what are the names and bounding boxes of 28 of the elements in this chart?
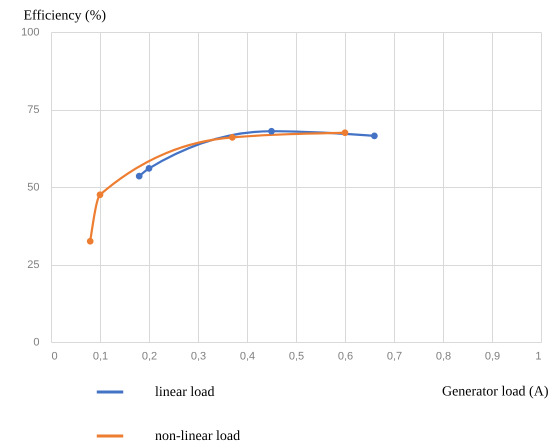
y-tick-label: 100 bbox=[21, 26, 40, 38]
y-tick-label: 75 bbox=[27, 104, 40, 116]
x-tick-label: 0,5 bbox=[288, 350, 304, 362]
x-tick-label: 0,9 bbox=[484, 350, 500, 362]
x-tick-label: 0,1 bbox=[92, 350, 108, 362]
x-axis-title: Generator load (A) bbox=[442, 384, 549, 400]
x-tick-label: 1 bbox=[535, 350, 542, 362]
y-tick-label: 0 bbox=[33, 336, 40, 348]
point bbox=[371, 132, 378, 140]
point bbox=[136, 172, 143, 180]
legend-label: linear load bbox=[155, 385, 214, 400]
x-tick-label: 0,2 bbox=[142, 350, 158, 362]
point bbox=[146, 165, 152, 172]
y-tick-label: 25 bbox=[27, 259, 40, 271]
x-tick-label: 0 bbox=[52, 350, 58, 362]
x-tick-label: 0,7 bbox=[386, 350, 402, 362]
x-tick-label: 0,3 bbox=[190, 350, 206, 362]
legend-label: non-linear load bbox=[155, 429, 240, 444]
y-tick-label: 50 bbox=[27, 182, 40, 194]
x-tick-label: 0,6 bbox=[338, 350, 354, 362]
point bbox=[342, 129, 348, 136]
x-tick-label: 0,8 bbox=[436, 350, 452, 362]
y-axis-title: Efficiency (%) bbox=[24, 8, 106, 24]
point bbox=[228, 134, 236, 141]
point bbox=[268, 128, 275, 135]
point bbox=[96, 191, 104, 198]
x-tick-label: 0,4 bbox=[240, 350, 256, 362]
point bbox=[86, 238, 94, 245]
